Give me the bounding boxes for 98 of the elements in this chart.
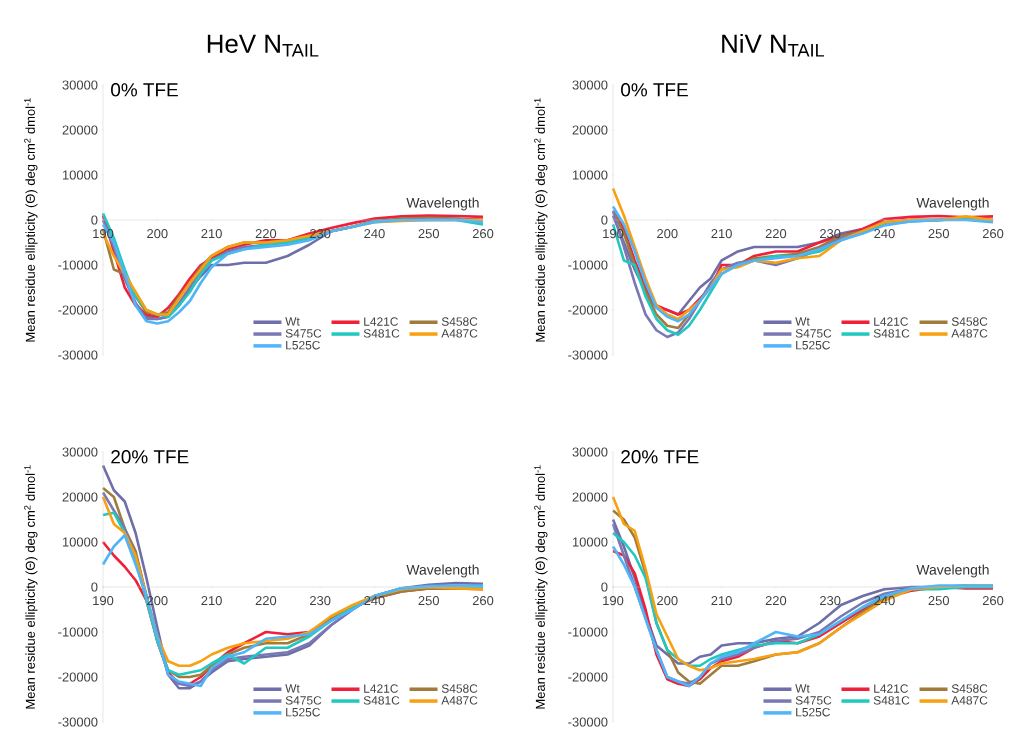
y-tick-label: 20000: [572, 492, 608, 502]
x-tick-label: 220: [765, 596, 787, 606]
legend-label: S475C: [285, 696, 322, 705]
x-axis-title: Wavelength: [406, 564, 479, 578]
legend-label: S481C: [363, 696, 400, 705]
legend-label: S475C: [285, 329, 322, 338]
x-tick-label: 220: [255, 229, 277, 239]
x-tick-label: 210: [711, 596, 732, 606]
y-tick-label: 0: [601, 582, 608, 592]
annotation: 0% TFE: [111, 83, 178, 97]
y-tick-label: 0: [91, 215, 98, 225]
x-tick-label: 190: [93, 596, 114, 606]
legend-label: L421C: [364, 317, 398, 326]
legend-label: S458C: [441, 317, 478, 326]
legend-label: S458C: [951, 317, 988, 326]
annotation: 0% TFE: [621, 83, 688, 97]
legend-label: Wt: [795, 317, 810, 326]
x-tick-label: 250: [928, 229, 950, 239]
x-tick-label: 230: [310, 596, 331, 606]
legend-label: Wt: [285, 684, 300, 693]
x-tick-label: 260: [472, 596, 494, 606]
x-tick-label: 220: [765, 229, 787, 239]
x-tick-label: 240: [874, 229, 895, 239]
legend-label: S475C: [795, 696, 832, 705]
y-tick-label: 30000: [62, 447, 98, 457]
y-axis-title: Mean residue ellipticity (Θ) deg cm$^{2}$ dmol$^{-1}$: [24, 98, 38, 342]
x-tick-label: 220: [255, 596, 277, 606]
y-tick-label: 10000: [572, 170, 608, 180]
legend-label: S481C: [363, 329, 400, 338]
legend-label: A487C: [951, 696, 988, 705]
y-tick-label: -20000: [568, 305, 608, 315]
y-tick-label: -30000: [58, 350, 98, 360]
y-tick-label: 10000: [62, 537, 98, 547]
x-tick-label: 250: [418, 229, 440, 239]
x-tick-label: 200: [657, 229, 678, 239]
legend-label: A487C: [441, 696, 478, 705]
legend-label: S481C: [873, 329, 910, 338]
y-tick-label: -30000: [58, 717, 98, 727]
y-tick-label: 30000: [572, 447, 608, 457]
legend-label: L421C: [364, 684, 398, 693]
x-tick-label: 240: [364, 229, 385, 239]
y-tick-label: -10000: [58, 627, 98, 637]
x-tick-label: 240: [874, 596, 895, 606]
legend-label: L421C: [874, 684, 908, 693]
legend-label: L525C: [796, 707, 830, 717]
legend-label: S475C: [795, 329, 832, 338]
legend-label: L525C: [286, 340, 320, 350]
x-tick-label: 210: [201, 229, 222, 239]
legend-label: Wt: [795, 684, 810, 693]
y-tick-label: 30000: [62, 80, 98, 90]
legend-label: S458C: [951, 684, 988, 693]
chart-title: HeV N$_{TAIL}$: [207, 34, 319, 57]
x-axis-title: Wavelength: [916, 197, 989, 211]
x-axis-title: Wavelength: [916, 564, 989, 578]
y-tick-label: 0: [91, 582, 98, 592]
y-tick-label: -30000: [568, 717, 608, 727]
y-tick-label: -30000: [568, 350, 608, 360]
x-tick-label: 200: [147, 229, 168, 239]
y-tick-label: -20000: [58, 672, 98, 682]
x-tick-label: 250: [928, 596, 950, 606]
legend-label: Wt: [285, 317, 300, 326]
y-tick-label: 30000: [572, 80, 608, 90]
x-tick-label: 200: [657, 596, 678, 606]
y-tick-label: -20000: [58, 305, 98, 315]
y-axis-title: Mean residue ellipticity (Θ) deg cm$^{2}$ dmol$^{-1}$: [24, 465, 38, 709]
y-tick-label: 20000: [62, 125, 98, 135]
legend-label: L421C: [874, 317, 908, 326]
legend-label: A487C: [441, 329, 478, 338]
legend-label: L525C: [796, 340, 830, 350]
chart-title: NiV N$_{TAIL}$: [722, 33, 825, 57]
y-tick-label: 10000: [572, 537, 608, 547]
x-tick-label: 190: [603, 596, 624, 606]
x-tick-label: 260: [982, 229, 1004, 239]
y-tick-label: -20000: [568, 672, 608, 682]
y-tick-label: -10000: [568, 627, 608, 637]
x-tick-label: 230: [820, 596, 841, 606]
legend-label: S481C: [873, 696, 910, 705]
y-tick-label: 0: [601, 215, 608, 225]
y-tick-label: 20000: [62, 492, 98, 502]
annotation: 20% TFE: [621, 450, 699, 464]
x-axis-title: Wavelength: [406, 197, 479, 211]
y-tick-label: 10000: [62, 170, 98, 180]
y-axis-title: Mean residue ellipticity (Θ) deg cm$^{2}$ dmol$^{-1}$: [534, 98, 548, 342]
y-axis-title: Mean residue ellipticity (Θ) deg cm$^{2}$ dmol$^{-1}$: [534, 465, 548, 709]
y-tick-label: -10000: [58, 260, 98, 270]
annotation: 20% TFE: [111, 450, 189, 464]
x-tick-label: 250: [418, 596, 440, 606]
x-tick-label: 210: [711, 229, 732, 239]
legend-label: S458C: [441, 684, 478, 693]
y-tick-label: -10000: [568, 260, 608, 270]
x-tick-label: 260: [982, 596, 1004, 606]
x-tick-label: 210: [201, 596, 222, 606]
legend-label: A487C: [951, 329, 988, 338]
legend-label: L525C: [286, 707, 320, 717]
y-tick-label: 20000: [572, 125, 608, 135]
x-tick-label: 260: [472, 229, 494, 239]
x-tick-label: 230: [310, 229, 331, 239]
x-tick-label: 230: [820, 229, 841, 239]
